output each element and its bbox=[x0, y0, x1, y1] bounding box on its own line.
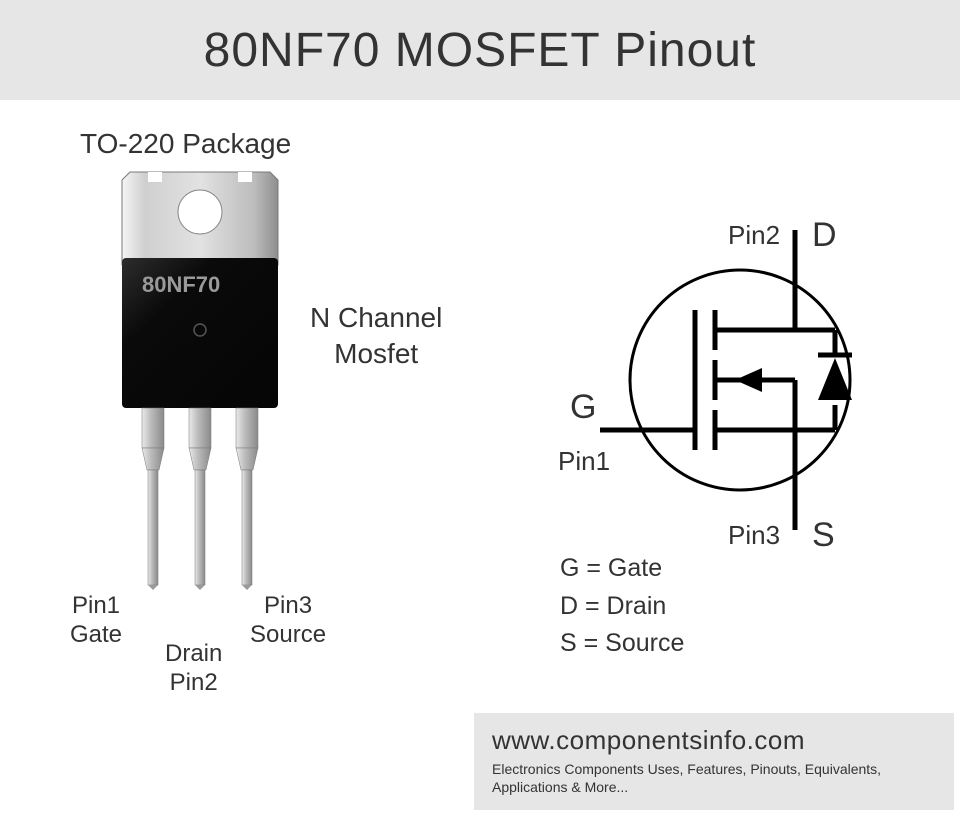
legend-s: S = Source bbox=[560, 625, 684, 663]
footer-tagline: Electronics Components Uses, Features, P… bbox=[492, 760, 936, 796]
component-marking: 80NF70 bbox=[142, 272, 220, 297]
mosfet-type-label: N Channel Mosfet bbox=[310, 300, 442, 373]
mosfet-symbol bbox=[540, 200, 900, 560]
page-title: 80NF70 MOSFET Pinout bbox=[204, 23, 757, 78]
mosfet-component-drawing: 80NF70 bbox=[110, 170, 290, 590]
sym-s-label: S bbox=[812, 516, 835, 555]
pin-legend: G = Gate D = Drain S = Source bbox=[560, 550, 684, 663]
pin3-label: Pin3 Source bbox=[250, 592, 326, 650]
sym-pin3-label: Pin3 bbox=[728, 520, 780, 551]
sym-g-label: G bbox=[570, 388, 596, 427]
sym-d-label: D bbox=[812, 216, 837, 255]
sym-pin2-label: Pin2 bbox=[728, 220, 780, 251]
sym-pin1-label: Pin1 bbox=[558, 446, 610, 477]
pin2-label: Drain Pin2 bbox=[165, 640, 222, 698]
content-area: TO-220 Package bbox=[0, 100, 960, 720]
pin1-label: Pin1 Gate bbox=[70, 592, 122, 650]
legend-g: G = Gate bbox=[560, 550, 684, 588]
package-label: TO-220 Package bbox=[80, 128, 291, 160]
footer-box: www.componentsinfo.com Electronics Compo… bbox=[474, 713, 954, 810]
type-line1: N Channel bbox=[310, 302, 442, 333]
legend-d: D = Drain bbox=[560, 588, 684, 626]
type-line2: Mosfet bbox=[334, 338, 418, 369]
footer-url: www.componentsinfo.com bbox=[492, 725, 936, 756]
header-banner: 80NF70 MOSFET Pinout bbox=[0, 0, 960, 100]
